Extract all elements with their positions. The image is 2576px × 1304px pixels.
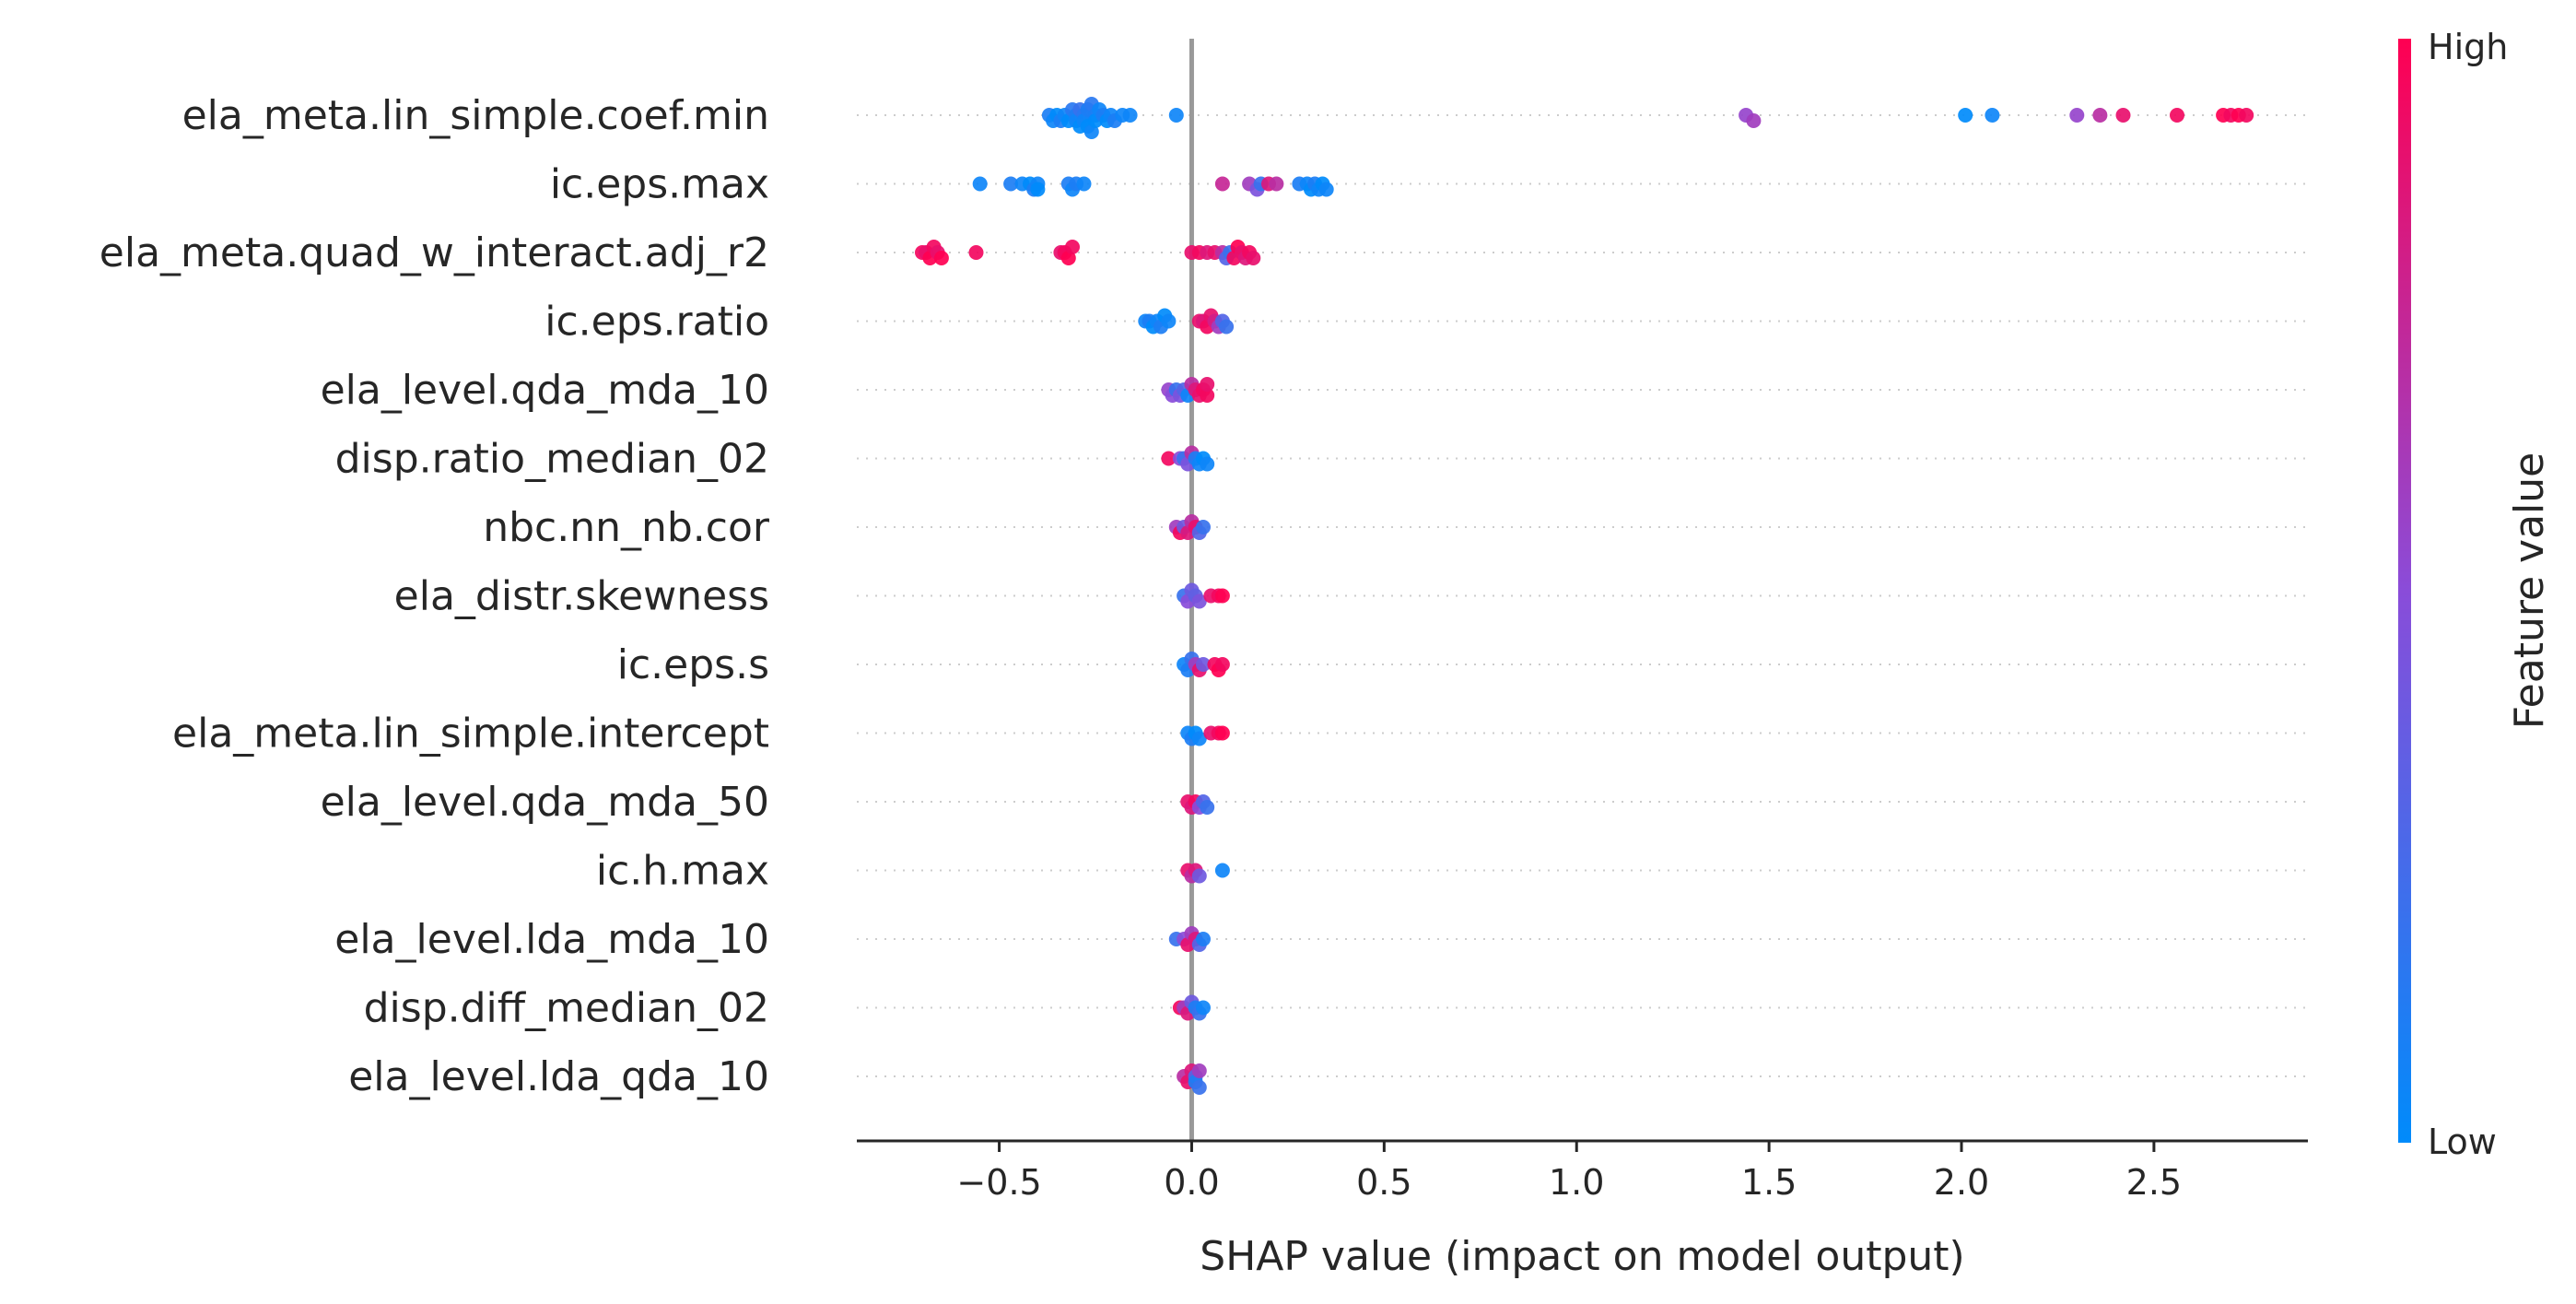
data-point: [1065, 240, 1080, 254]
data-point: [1191, 1063, 1207, 1078]
data-point: [1191, 1080, 1207, 1095]
data-point: [1200, 456, 1215, 472]
data-point: [1196, 932, 1211, 946]
data-point: [2170, 108, 2184, 123]
data-point: [1161, 313, 1177, 329]
data-point: [1214, 176, 1230, 192]
data-point: [1196, 1000, 1211, 1016]
data-point: [1191, 593, 1207, 609]
data-point: [1269, 176, 1284, 192]
data-point: [1122, 108, 1138, 123]
data-point: [2239, 108, 2254, 123]
data-point: [1191, 868, 1207, 884]
data-point: [1214, 863, 1230, 878]
data-point: [1200, 377, 1215, 392]
data-point: [1214, 588, 1230, 604]
x-tick-label: 1.5: [1741, 1162, 1797, 1203]
colorbar: High Low Feature value: [2398, 27, 2553, 1162]
data-point: [1746, 113, 1762, 128]
data-point: [1200, 800, 1215, 815]
data-point: [1246, 251, 1261, 265]
data-point: [1318, 182, 1334, 197]
data-point: [1200, 388, 1215, 403]
colorbar-title: Feature value: [2506, 452, 2553, 729]
colorbar-low-label: Low: [2428, 1122, 2497, 1162]
data-point: [1161, 451, 1177, 466]
x-ticks: −0.5 0.0 0.5 1.0 1.5 2.0 2.5: [956, 1141, 2182, 1203]
points-layer: [915, 97, 2254, 1095]
x-tick-label: −0.5: [956, 1162, 1041, 1203]
data-point: [1191, 731, 1207, 746]
data-point: [1958, 108, 1973, 123]
feature-label: ela_level.lda_qda_10: [348, 1053, 769, 1100]
x-tick-label: 2.0: [1934, 1162, 1989, 1203]
data-point: [1196, 657, 1211, 672]
feature-label: ic.h.max: [596, 848, 769, 895]
feature-label: disp.diff_median_02: [364, 985, 769, 1032]
feature-label: ic.eps.max: [550, 161, 769, 208]
data-point: [2069, 108, 2085, 123]
data-point: [1219, 319, 1235, 335]
feature-label: ela_meta.lin_simple.intercept: [172, 711, 769, 758]
feature-label: ic.eps.ratio: [544, 299, 769, 346]
feature-label: ela_distr.skewness: [394, 573, 769, 620]
colorbar-high-label: High: [2428, 27, 2508, 67]
data-point: [2092, 108, 2108, 123]
x-tick-label: 0.0: [1164, 1162, 1219, 1203]
feature-label: ela_level.qda_mda_50: [321, 779, 769, 826]
feature-labels: ela_meta.lin_simple.coef.min ic.eps.max el…: [100, 92, 770, 1100]
data-point: [1083, 124, 1099, 139]
x-axis-title: SHAP value (impact on model output): [1200, 1233, 1964, 1280]
x-tick-label: 0.5: [1356, 1162, 1411, 1203]
data-point: [1196, 520, 1211, 535]
data-point: [1060, 251, 1076, 265]
data-point: [1168, 108, 1184, 123]
feature-label: disp.ratio_median_02: [335, 436, 769, 483]
data-point: [1003, 176, 1019, 192]
data-point: [2115, 108, 2131, 123]
feature-label: ela_meta.quad_w_interact.adj_r2: [100, 229, 769, 276]
data-point: [1985, 108, 2000, 123]
x-tick-label: 2.5: [2126, 1162, 2182, 1203]
x-tick-label: 1.0: [1549, 1162, 1604, 1203]
data-point: [1076, 176, 1092, 192]
data-point: [1214, 657, 1230, 672]
colorbar-gradient: [2398, 39, 2411, 1143]
data-point: [1214, 725, 1230, 741]
feature-label: ela_meta.lin_simple.coef.min: [182, 92, 769, 139]
feature-label: ic.eps.s: [617, 641, 769, 688]
data-point: [968, 245, 984, 260]
data-point: [972, 176, 988, 192]
feature-label: ela_level.qda_mda_10: [321, 367, 769, 414]
feature-label: nbc.nn_nb.cor: [483, 504, 770, 551]
data-point: [933, 251, 949, 265]
data-point: [1030, 182, 1046, 197]
feature-label: ela_level.lda_mda_10: [334, 916, 769, 963]
